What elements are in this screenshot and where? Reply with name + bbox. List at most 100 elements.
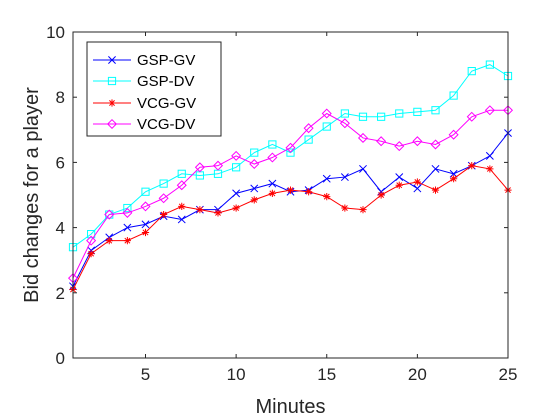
data-point-VCG-DV-16 bbox=[339, 118, 350, 129]
data-point-GSP-DV-12 bbox=[268, 140, 277, 149]
y-axis-label: Bid changes for a player bbox=[21, 87, 43, 303]
x-tick-label: 25 bbox=[499, 365, 518, 384]
data-point-VCG-GV-9 bbox=[214, 209, 222, 217]
data-point-VCG-GV-18 bbox=[377, 191, 385, 199]
data-point-VCG-DV-17 bbox=[357, 132, 369, 143]
data-point-VCG-DV-15 bbox=[321, 108, 332, 119]
data-point-GSP-DV-15 bbox=[322, 122, 331, 131]
y-tick-label: 2 bbox=[56, 284, 65, 303]
legend-marker-GSP-DV bbox=[107, 76, 117, 86]
data-point-VCG-GV-8 bbox=[196, 206, 204, 214]
legend-entry-VCG-DV: VCG-DV bbox=[93, 116, 195, 133]
data-point-VCG-GV-2 bbox=[87, 250, 95, 258]
data-point-GSP-DV-11 bbox=[250, 148, 259, 157]
data-point-GSP-GV-21 bbox=[431, 164, 440, 173]
legend-label-VCG-GV: VCG-GV bbox=[137, 95, 196, 112]
data-point-VCG-DV-6 bbox=[158, 193, 169, 204]
data-point-GSP-DV-18 bbox=[377, 112, 386, 121]
data-point-VCG-GV-22 bbox=[450, 175, 458, 183]
data-point-VCG-DV-14 bbox=[303, 123, 314, 134]
legend-entry-VCG-GV: VCG-GV bbox=[93, 95, 196, 112]
data-point-GSP-DV-14 bbox=[304, 135, 313, 144]
legend-entry-GSP-GV: GSP-GV bbox=[93, 52, 195, 69]
data-point-GSP-GV-16 bbox=[340, 173, 349, 182]
data-point-VCG-GV-6 bbox=[160, 210, 168, 219]
data-point-VCG-DV-18 bbox=[376, 136, 387, 147]
series-layer bbox=[67, 60, 514, 294]
data-point-GSP-DV-19 bbox=[395, 109, 404, 118]
data-point-GSP-DV-4 bbox=[123, 203, 132, 213]
legend-marker-VCG-GV bbox=[108, 99, 116, 107]
data-point-GSP-GV-7 bbox=[177, 215, 186, 224]
data-point-VCG-GV-7 bbox=[178, 202, 186, 211]
y-tick-label: 8 bbox=[56, 88, 65, 107]
data-point-VCG-DV-10 bbox=[231, 150, 242, 161]
x-axis-label: Minutes bbox=[255, 396, 325, 418]
data-point-GSP-GV-4 bbox=[123, 223, 132, 232]
data-point-VCG-GV-3 bbox=[105, 237, 113, 245]
data-point-VCG-GV-4 bbox=[123, 237, 131, 245]
data-point-VCG-GV-14 bbox=[305, 188, 313, 196]
data-point-VCG-GV-23 bbox=[468, 162, 476, 170]
legend-label-GSP-GV: GSP-GV bbox=[137, 52, 195, 69]
data-point-GSP-GV-15 bbox=[322, 174, 331, 183]
x-tick-label: 10 bbox=[227, 365, 246, 384]
data-point-VCG-GV-21 bbox=[431, 186, 440, 194]
data-point-GSP-GV-17 bbox=[359, 164, 367, 173]
legend-marker-VCG-DV bbox=[106, 118, 118, 130]
data-point-VCG-GV-10 bbox=[232, 204, 240, 212]
data-point-VCG-DV-11 bbox=[249, 159, 260, 170]
y-tick-label: 10 bbox=[46, 23, 65, 42]
data-point-VCG-GV-24 bbox=[486, 165, 494, 173]
data-point-GSP-GV-12 bbox=[268, 179, 277, 188]
x-tick-label: 15 bbox=[317, 365, 336, 384]
x-tick-label: 5 bbox=[141, 365, 150, 384]
data-point-GSP-DV-7 bbox=[177, 169, 186, 178]
data-point-GSP-DV-17 bbox=[358, 112, 368, 121]
data-point-VCG-DV-20 bbox=[412, 136, 423, 147]
data-point-GSP-DV-23 bbox=[467, 67, 476, 76]
legend-label-VCG-DV: VCG-DV bbox=[137, 116, 195, 133]
data-point-VCG-DV-5 bbox=[140, 201, 151, 212]
data-point-GSP-DV-10 bbox=[232, 163, 241, 172]
series-VCG-DV bbox=[67, 105, 514, 284]
data-point-VCG-DV-23 bbox=[466, 111, 477, 122]
data-point-VCG-DV-4 bbox=[122, 207, 133, 218]
data-point-GSP-DV-24 bbox=[485, 60, 494, 69]
data-point-GSP-DV-6 bbox=[159, 179, 168, 188]
y-tick-label: 6 bbox=[56, 153, 65, 172]
data-point-VCG-DV-7 bbox=[176, 180, 187, 191]
data-point-VCG-DV-3 bbox=[104, 209, 115, 220]
data-point-GSP-DV-5 bbox=[141, 187, 150, 196]
data-point-GSP-DV-2 bbox=[87, 230, 96, 239]
data-point-VCG-GV-15 bbox=[323, 193, 331, 201]
data-point-VCG-DV-24 bbox=[484, 105, 495, 116]
data-point-GSP-DV-20 bbox=[413, 107, 422, 116]
data-point-VCG-GV-5 bbox=[141, 228, 150, 237]
x-tick-label: 20 bbox=[408, 365, 427, 384]
y-tick-label: 4 bbox=[56, 219, 65, 238]
data-point-GSP-GV-20 bbox=[413, 184, 422, 193]
data-point-VCG-GV-13 bbox=[286, 186, 295, 194]
y-tick-label: 0 bbox=[56, 349, 65, 368]
data-point-VCG-GV-19 bbox=[395, 181, 403, 189]
data-point-VCG-DV-2 bbox=[86, 235, 97, 246]
data-point-VCG-GV-16 bbox=[341, 204, 349, 212]
data-point-VCG-GV-11 bbox=[250, 196, 258, 204]
data-point-GSP-GV-24 bbox=[485, 151, 494, 160]
data-point-GSP-GV-11 bbox=[250, 184, 259, 193]
legend-marker-GSP-GV bbox=[108, 56, 116, 64]
data-point-VCG-GV-12 bbox=[268, 189, 276, 197]
data-point-VCG-DV-12 bbox=[267, 152, 278, 163]
legend: GSP-GV GSP-DV VCG-GV VCG-DV bbox=[86, 41, 222, 137]
legend-label-GSP-DV: GSP-DV bbox=[137, 73, 195, 90]
data-point-GSP-DV-13 bbox=[286, 148, 295, 157]
data-point-GSP-DV-16 bbox=[340, 109, 349, 118]
data-point-VCG-DV-21 bbox=[430, 139, 441, 150]
data-point-VCG-DV-13 bbox=[285, 142, 296, 153]
tick-layer: 5 10 15 20 25 0 2 4 6 8 10 bbox=[46, 23, 517, 384]
data-point-GSP-DV-21 bbox=[431, 106, 440, 115]
data-point-VCG-DV-8 bbox=[194, 162, 205, 173]
data-point-VCG-GV-17 bbox=[359, 206, 367, 214]
